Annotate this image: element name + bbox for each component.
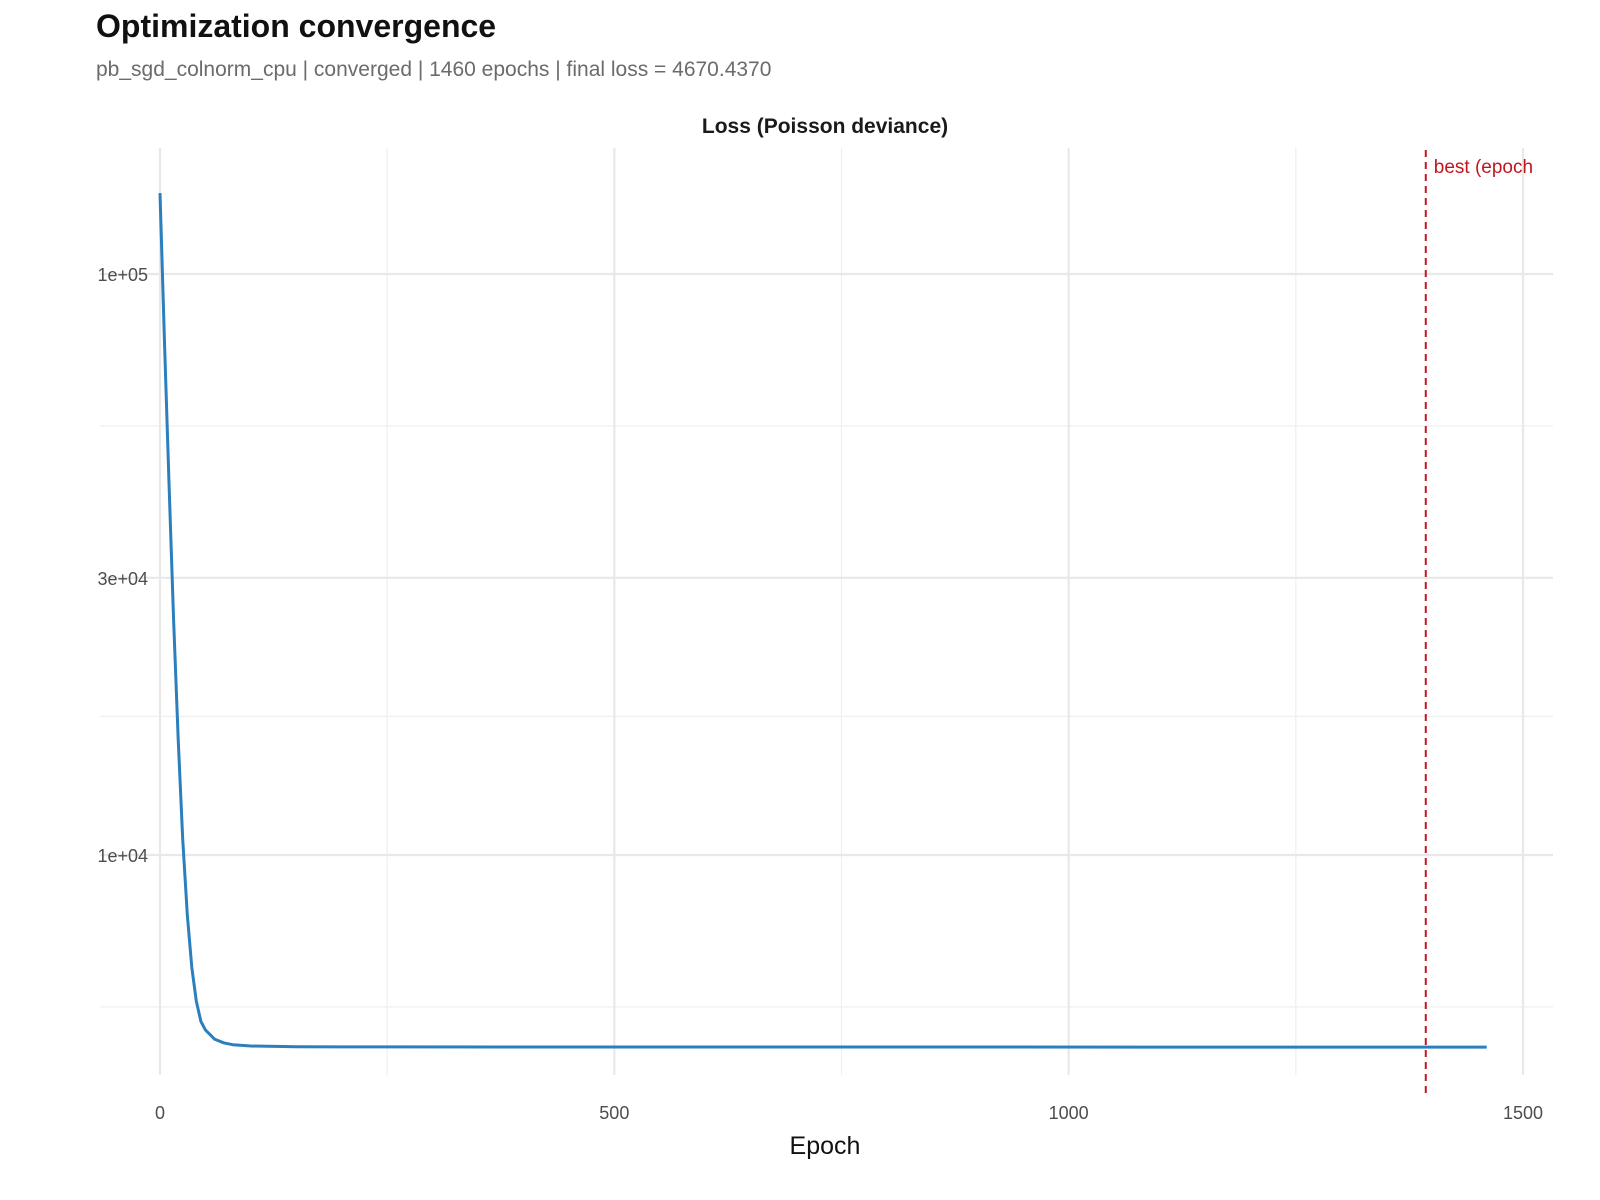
x-tick-label: 1500 bbox=[1503, 1103, 1543, 1123]
panel-title: Loss (Poisson deviance) bbox=[702, 115, 948, 138]
x-tick-label: 0 bbox=[155, 1103, 165, 1123]
y-tick-label: 1e+05 bbox=[97, 265, 148, 285]
chart-title: Optimization convergence bbox=[96, 8, 497, 44]
grid bbox=[100, 148, 1553, 1075]
y-tick-label: 1e+04 bbox=[97, 846, 148, 866]
x-axis-label: Epoch bbox=[790, 1132, 861, 1160]
y-tick-label: 3e+04 bbox=[97, 569, 148, 589]
tick-labels: 0 500 1000 1500 1e+04 3e+04 1e+05 bbox=[97, 265, 1543, 1123]
x-tick-label: 1000 bbox=[1049, 1103, 1089, 1123]
loss-line bbox=[158, 193, 1487, 1049]
annotation-layer: best (epoch bbox=[1424, 150, 1533, 1093]
x-tick-label: 500 bbox=[599, 1103, 629, 1123]
series-layer bbox=[158, 193, 1487, 1049]
chart-subtitle: pb_sgd_colnorm_cpu | converged | 1460 ep… bbox=[96, 58, 772, 81]
best-epoch-label: best (epoch bbox=[1434, 157, 1533, 178]
